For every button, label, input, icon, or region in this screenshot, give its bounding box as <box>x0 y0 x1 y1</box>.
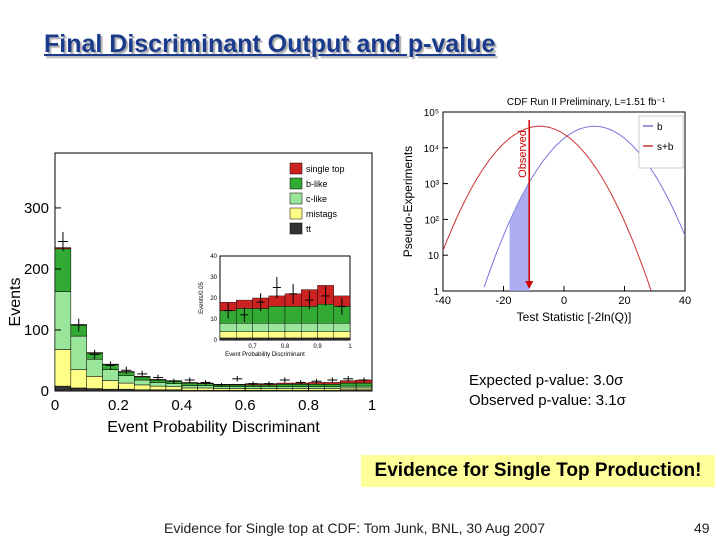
legend-swatch <box>289 162 303 175</box>
pe-y-tick-label: 1 <box>433 287 439 298</box>
x-tick-label: 0.8 <box>298 397 319 414</box>
inset-x-axis-title: Event Probability Discriminant <box>225 352 305 358</box>
y-axis-title: Events <box>7 278 24 327</box>
legend-swatch <box>289 207 303 220</box>
pe-y-axis-title: Pseudo-Experiments <box>401 146 415 257</box>
legend-label: tt <box>306 224 312 234</box>
inset-x-tick-label: 0.9 <box>313 344 322 350</box>
observed-label: Observed <box>517 130 529 178</box>
pe-x-tick-label: -20 <box>496 295 512 307</box>
inset-x-tick-label: 0.7 <box>248 344 257 350</box>
x-tick-label: 1 <box>368 397 376 414</box>
pe-y-tick-label: 10⁵ <box>424 108 439 119</box>
legend-swatch <box>289 192 303 205</box>
pe-legend-box <box>638 115 684 169</box>
inset-y-tick-label: 10 <box>210 317 217 323</box>
legend-label: mistags <box>306 209 338 219</box>
pe-x-tick-label: 0 <box>561 295 567 307</box>
pe-x-tick-label: 20 <box>618 295 630 307</box>
pe-legend-label: b <box>657 122 663 133</box>
x-tick-label: 0.6 <box>235 397 256 414</box>
legend-swatch <box>289 222 303 235</box>
x-tick-label: 0.2 <box>108 397 129 414</box>
pe-curve-splusb <box>442 125 652 291</box>
inset-y-tick-label: 0 <box>214 338 218 344</box>
legend-label: single top <box>306 164 345 174</box>
pe-x-tick-label: -40 <box>435 295 451 307</box>
legend-label: b-like <box>306 179 328 189</box>
inset-x-tick-label: 0.8 <box>281 344 290 350</box>
y-tick-label: 100 <box>24 322 49 339</box>
pe-legend-label: s+b <box>657 142 674 153</box>
pe-x-axis-title: Test Statistic [-2ln(Q)] <box>517 310 632 324</box>
page-number: 49 <box>694 520 710 536</box>
pe-shaded-tail <box>509 182 530 291</box>
observed-arrowhead <box>525 281 534 289</box>
x-tick-label: 0.4 <box>171 397 192 414</box>
observed-pvalue: Observed p-value: 3.1σ <box>469 392 626 409</box>
evidence-banner: Evidence for Single Top Production! <box>361 455 715 487</box>
expected-pvalue: Expected p-value: 3.0σ <box>469 372 624 389</box>
inset-y-tick-label: 40 <box>210 254 217 260</box>
pe-y-tick-label: 10² <box>425 215 440 226</box>
footer-text: Evidence for Single top at CDF: Tom Junk… <box>164 520 546 536</box>
pe-y-tick-label: 10 <box>428 251 440 262</box>
inset-x-tick-label: 1 <box>348 344 352 350</box>
y-tick-label: 200 <box>24 261 49 278</box>
legend-swatch <box>289 177 303 190</box>
pe-x-tick-label: 40 <box>679 295 691 307</box>
pe-title: CDF Run II Preliminary, L=1.51 fb⁻¹ <box>507 97 666 108</box>
x-axis-title: Event Probability Discriminant <box>107 419 320 436</box>
pe-y-tick-label: 10³ <box>425 180 440 191</box>
inset-y-tick-label: 30 <box>210 275 217 281</box>
pe-y-tick-label: 10⁴ <box>424 144 439 155</box>
y-tick-label: 0 <box>41 383 49 400</box>
inset-y-tick-label: 20 <box>210 296 217 302</box>
slide-title: Final Discriminant Output and p-value <box>44 30 496 58</box>
legend-label: c-like <box>306 194 327 204</box>
x-tick-label: 0 <box>51 397 59 414</box>
y-tick-label: 300 <box>24 200 49 217</box>
inset-y-axis-title: Events/0.05 <box>199 281 205 313</box>
